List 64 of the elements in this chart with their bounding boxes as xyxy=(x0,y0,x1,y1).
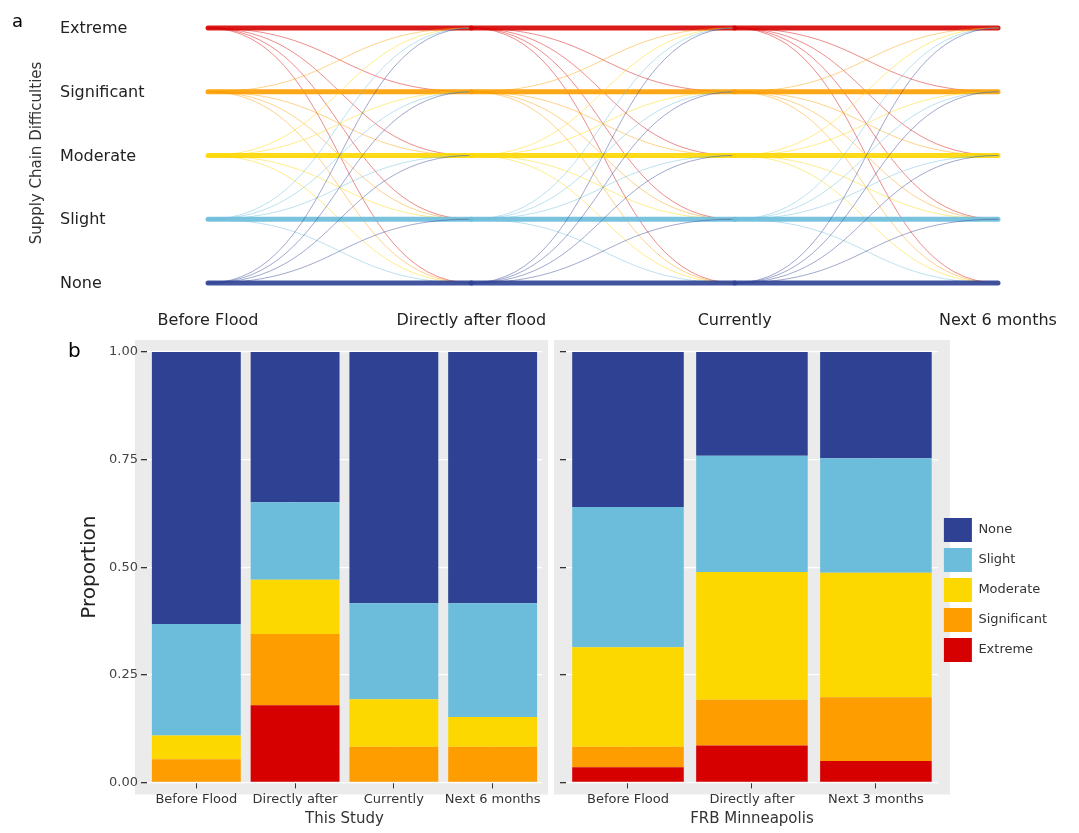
category-label: Slight xyxy=(60,209,106,229)
bar xyxy=(572,506,684,648)
x-axis-title: This Study xyxy=(304,808,384,827)
bar xyxy=(696,455,808,572)
y-tick-label: 0.25 xyxy=(108,666,138,682)
y-tick-label: 1.00 xyxy=(108,343,138,359)
x-tick-label: Before Flood xyxy=(587,790,669,806)
bar xyxy=(820,352,932,459)
category-label: Extreme xyxy=(60,18,128,37)
x-tick-label: Next 6 months xyxy=(444,790,541,806)
bar xyxy=(572,352,684,507)
x-tick-label: Currently xyxy=(363,790,425,806)
bar xyxy=(151,624,241,736)
bar xyxy=(820,458,932,573)
text: Supply Chain Difficulties xyxy=(27,61,45,245)
x-tick-label: Directly after xyxy=(252,790,339,806)
x-tick-label: Before Flood xyxy=(155,790,238,806)
category-label: Moderate xyxy=(60,145,137,165)
bar xyxy=(448,716,538,747)
bar xyxy=(250,705,340,782)
x-axis-title: FRB Minneapolis xyxy=(690,808,814,827)
bar xyxy=(250,352,340,503)
bar xyxy=(151,759,241,782)
text: b xyxy=(68,338,81,362)
bar xyxy=(250,633,340,706)
x-tick-label: Next 3 months xyxy=(828,790,925,806)
bar xyxy=(572,746,684,768)
legend-label: Moderate xyxy=(978,581,1041,597)
bar xyxy=(349,699,439,747)
legend-label: None xyxy=(978,521,1013,537)
text: a xyxy=(12,10,24,31)
bar xyxy=(696,745,808,782)
bar xyxy=(696,352,808,456)
x-tick-label: Directly after xyxy=(709,790,796,806)
bar xyxy=(572,647,684,747)
legend-label: Significant xyxy=(978,611,1047,627)
bar xyxy=(448,746,538,782)
category-label: Significant xyxy=(60,81,145,101)
bar xyxy=(696,699,808,746)
bar xyxy=(349,746,439,782)
y-axis-title: Proportion xyxy=(76,515,101,619)
bar xyxy=(250,579,340,634)
bar xyxy=(448,352,538,604)
bar xyxy=(572,767,684,782)
category-label: Before Flood xyxy=(157,310,259,329)
category-label: Directly after flood xyxy=(396,310,547,329)
bar xyxy=(820,760,932,782)
bar xyxy=(696,571,808,700)
y-tick-label: 0.75 xyxy=(108,450,138,466)
y-tick-label: 0.00 xyxy=(108,773,138,789)
bar xyxy=(349,603,439,700)
bar xyxy=(349,352,439,604)
bar xyxy=(151,735,241,760)
bar xyxy=(820,697,932,761)
category-label: Next 6 months xyxy=(939,310,1057,329)
legend-label: Extreme xyxy=(978,641,1034,657)
bar xyxy=(820,572,932,698)
legend-label: Slight xyxy=(978,551,1016,567)
category-label: Currently xyxy=(697,310,772,329)
category-label: None xyxy=(60,273,102,292)
bar xyxy=(250,502,340,580)
bar xyxy=(448,603,538,717)
bar xyxy=(151,352,241,625)
y-tick-label: 0.50 xyxy=(108,558,138,574)
